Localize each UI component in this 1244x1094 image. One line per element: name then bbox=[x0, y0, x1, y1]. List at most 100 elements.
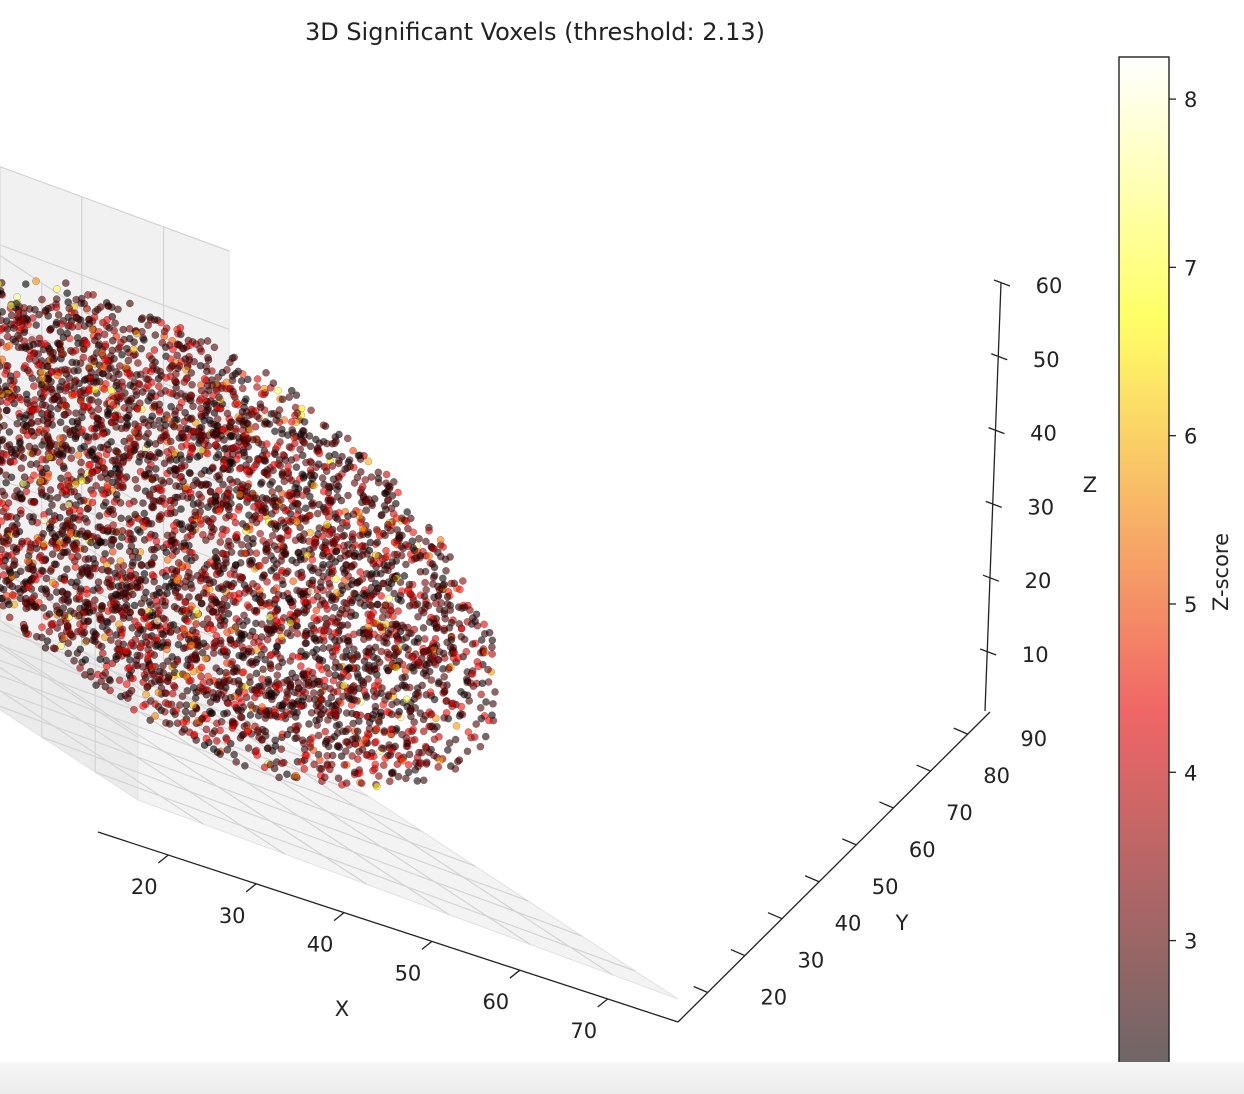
voxel-point bbox=[8, 550, 16, 559]
voxel-point bbox=[115, 676, 124, 685]
voxel-point bbox=[226, 693, 235, 702]
voxel-point bbox=[380, 561, 388, 569]
voxel-point bbox=[52, 544, 61, 552]
voxel-point bbox=[246, 711, 255, 719]
voxel-point bbox=[216, 636, 225, 645]
voxel-point bbox=[38, 295, 46, 304]
voxel-point bbox=[261, 418, 270, 426]
voxel-point bbox=[378, 684, 386, 692]
voxel-point bbox=[46, 486, 55, 494]
voxel-point bbox=[176, 633, 185, 641]
voxel-point bbox=[0, 377, 3, 385]
voxel-point bbox=[428, 560, 437, 568]
voxel-point bbox=[17, 464, 26, 473]
voxel-point bbox=[302, 639, 311, 648]
voxel-point bbox=[209, 515, 217, 523]
voxel-point bbox=[7, 311, 16, 320]
voxel-point bbox=[63, 622, 72, 631]
voxel-point bbox=[150, 453, 159, 462]
voxel-point bbox=[53, 624, 62, 632]
voxel-point bbox=[147, 460, 155, 469]
voxel-point bbox=[53, 285, 61, 293]
voxel-point bbox=[62, 384, 71, 392]
voxel-point bbox=[207, 709, 215, 718]
voxel-point bbox=[258, 703, 266, 711]
voxel-point bbox=[338, 605, 346, 614]
voxel-point bbox=[257, 390, 266, 398]
voxel-point bbox=[167, 402, 175, 411]
voxel-point bbox=[188, 380, 196, 389]
voxel-point bbox=[434, 763, 443, 771]
voxel-point bbox=[130, 338, 138, 346]
voxel-point bbox=[210, 420, 218, 429]
voxel-point bbox=[312, 463, 321, 472]
voxel-point bbox=[117, 514, 126, 523]
voxel-point bbox=[0, 517, 6, 526]
voxel-point bbox=[358, 482, 367, 491]
voxel-point bbox=[84, 291, 92, 299]
grid-z-back bbox=[0, 244, 230, 330]
voxel-point bbox=[89, 489, 98, 498]
voxel-point bbox=[256, 598, 265, 607]
voxel-point bbox=[191, 651, 200, 660]
voxel-point bbox=[63, 565, 71, 574]
voxel-point bbox=[345, 640, 353, 649]
voxel-point bbox=[317, 696, 325, 704]
voxel-point bbox=[263, 744, 272, 753]
voxel-point bbox=[41, 306, 50, 315]
voxel-point bbox=[302, 458, 310, 467]
voxel-point bbox=[108, 456, 117, 465]
voxel-point bbox=[275, 418, 284, 427]
voxel-point bbox=[16, 490, 24, 498]
voxel-point bbox=[263, 625, 272, 634]
voxel-point bbox=[79, 353, 88, 362]
voxel-point bbox=[374, 468, 383, 477]
voxel-point bbox=[7, 301, 15, 310]
voxel-point bbox=[422, 537, 430, 546]
voxel-point bbox=[259, 501, 268, 510]
voxel-point bbox=[328, 462, 337, 470]
voxel-point bbox=[148, 412, 157, 421]
voxel-point bbox=[320, 676, 329, 685]
voxel-point bbox=[119, 453, 128, 461]
voxel-point bbox=[78, 476, 86, 485]
voxel-point bbox=[299, 597, 308, 606]
voxel-point bbox=[231, 623, 240, 631]
voxel-point bbox=[399, 757, 407, 765]
voxel-point bbox=[160, 327, 169, 336]
voxel-point bbox=[234, 506, 243, 514]
voxel-point bbox=[21, 361, 30, 370]
voxel-point bbox=[97, 642, 106, 651]
voxel-point bbox=[133, 405, 142, 413]
voxel-point bbox=[153, 617, 162, 625]
voxel-point bbox=[273, 442, 282, 450]
voxel-point bbox=[170, 683, 179, 691]
voxel-point bbox=[166, 355, 175, 364]
voxel-point bbox=[488, 650, 497, 658]
voxel-point bbox=[332, 721, 341, 730]
voxel-point bbox=[301, 632, 309, 640]
voxel-point bbox=[198, 648, 207, 657]
voxel-point bbox=[302, 606, 311, 615]
voxel-point bbox=[176, 330, 185, 339]
voxel-point bbox=[82, 532, 91, 540]
voxel-point bbox=[425, 552, 433, 560]
voxel-point bbox=[13, 419, 22, 428]
voxel-point bbox=[252, 658, 260, 667]
voxel-point bbox=[301, 504, 310, 513]
voxel-point bbox=[139, 415, 148, 424]
voxel-point bbox=[150, 346, 159, 354]
voxel-point bbox=[226, 570, 235, 578]
voxel-point bbox=[342, 738, 350, 746]
voxel-point bbox=[223, 736, 231, 744]
voxel-point bbox=[393, 637, 402, 646]
voxel-point bbox=[444, 665, 453, 673]
voxel-point bbox=[30, 498, 39, 507]
voxel-point bbox=[126, 641, 135, 650]
voxel-point bbox=[20, 337, 29, 346]
voxel-point bbox=[167, 362, 176, 371]
voxel-point bbox=[0, 487, 6, 496]
voxel-point bbox=[96, 615, 104, 624]
voxel-point bbox=[292, 391, 301, 400]
voxel-point bbox=[285, 675, 294, 684]
